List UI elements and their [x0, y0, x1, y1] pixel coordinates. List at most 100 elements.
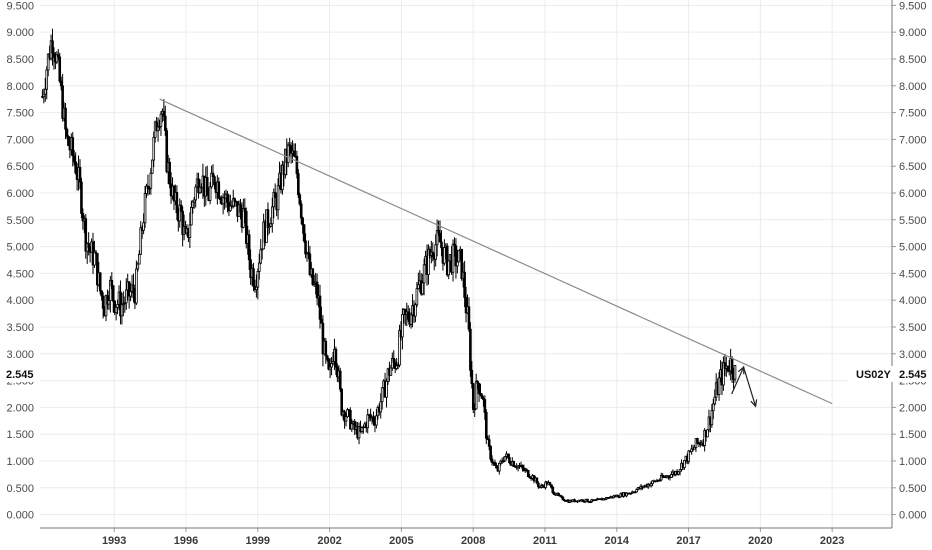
candle-body [369, 414, 372, 419]
candle-body [80, 181, 83, 214]
candle-body [217, 181, 221, 199]
candle-body [712, 403, 715, 412]
y-tick-label-left: 8.000 [6, 81, 34, 93]
x-tick-label: 2008 [461, 535, 485, 547]
candle-body [74, 161, 77, 174]
candle-body [139, 227, 143, 255]
candle-body [398, 330, 401, 366]
candle-body [81, 213, 85, 222]
candle-body [146, 185, 150, 189]
y-tick-label-right: 4.500 [899, 268, 927, 280]
candle-body [703, 429, 706, 446]
candle-body [307, 252, 310, 255]
candle-body [120, 304, 124, 317]
y-tick-label-left: 2.000 [6, 402, 34, 414]
candle-body [150, 159, 154, 174]
symbol-label: US02Y [856, 369, 892, 381]
candle-body [129, 291, 132, 297]
y-tick-label-left: 3.000 [6, 349, 34, 361]
candle-series [41, 28, 737, 504]
x-tick-label: 2005 [389, 535, 413, 547]
y-tick-label-left: 7.000 [6, 134, 34, 146]
candle-body [109, 279, 112, 301]
candle-body [211, 172, 215, 178]
candle-body [560, 495, 563, 498]
candle-body [477, 382, 481, 394]
candle-body [482, 398, 485, 401]
candle-body [508, 457, 511, 464]
candle-body [683, 460, 686, 469]
candle-body [107, 300, 111, 305]
candle-body [64, 107, 67, 130]
candle-body [380, 387, 384, 403]
candle-body [123, 302, 127, 305]
candle-body [528, 476, 531, 479]
candle-body [210, 172, 213, 188]
candle-body [132, 284, 135, 294]
candle-body [366, 414, 370, 429]
candle-body [320, 318, 323, 324]
candle-body [288, 144, 291, 147]
candle-body [487, 439, 491, 447]
candle-body [302, 224, 306, 242]
y-tick-label-left: 9.500 [6, 0, 34, 12]
candle-body [299, 203, 303, 219]
candle-body [438, 232, 442, 243]
x-tick-label: 2011 [533, 535, 557, 547]
candle-body [55, 54, 59, 63]
candle-body [453, 243, 456, 247]
y-tick-label-right: 7.500 [899, 108, 927, 120]
candle-body [100, 290, 103, 297]
y-tick-label-right: 8.000 [899, 81, 927, 93]
candle-body [308, 253, 312, 276]
candle-body [84, 218, 88, 252]
candle-body [325, 355, 329, 360]
candle-body [434, 244, 437, 260]
candle-body [469, 328, 472, 371]
candle-body [327, 358, 330, 370]
candle-body [148, 187, 151, 190]
candle-body [331, 361, 335, 364]
candle-body [713, 396, 717, 405]
candle-body [392, 357, 396, 363]
candle-body [581, 499, 585, 502]
candle-body [667, 475, 670, 478]
y-tick-label-right: 2.000 [899, 402, 927, 414]
candle-body [266, 209, 270, 229]
candle-body [471, 383, 475, 410]
candle-body [379, 401, 383, 413]
last-price-right: 2.545 [899, 369, 927, 381]
candle-body [78, 167, 82, 183]
candle-body [191, 201, 195, 208]
candle-body [72, 155, 76, 163]
candle-body [443, 246, 446, 264]
y-tick-label-right: 4.000 [899, 295, 927, 307]
candle-body [484, 411, 488, 439]
candle-body [244, 210, 248, 244]
y-tick-label-left: 0.000 [6, 510, 34, 522]
candle-body [45, 69, 49, 90]
candle-body [190, 207, 193, 226]
candle-body [116, 304, 119, 308]
candle-body [557, 492, 560, 496]
candle-body [137, 253, 141, 265]
candle-body [273, 192, 277, 198]
y-tick-label-left: 6.500 [6, 161, 34, 173]
candle-body [152, 136, 156, 161]
candle-body [156, 126, 160, 132]
annotation-arrows [731, 365, 758, 408]
candle-body [111, 285, 115, 302]
candle-body [690, 448, 693, 453]
x-tick-label: 2020 [748, 535, 772, 547]
candle-body [51, 40, 54, 54]
y-tick-label-left: 1.000 [6, 456, 34, 468]
arrowhead-down [750, 399, 758, 408]
candle-body [607, 497, 611, 499]
candle-body [544, 481, 547, 488]
candle-body [414, 304, 417, 317]
candle-body [226, 193, 229, 203]
candle-body [301, 217, 304, 226]
candle-body [417, 284, 420, 290]
candle-body [474, 381, 478, 410]
